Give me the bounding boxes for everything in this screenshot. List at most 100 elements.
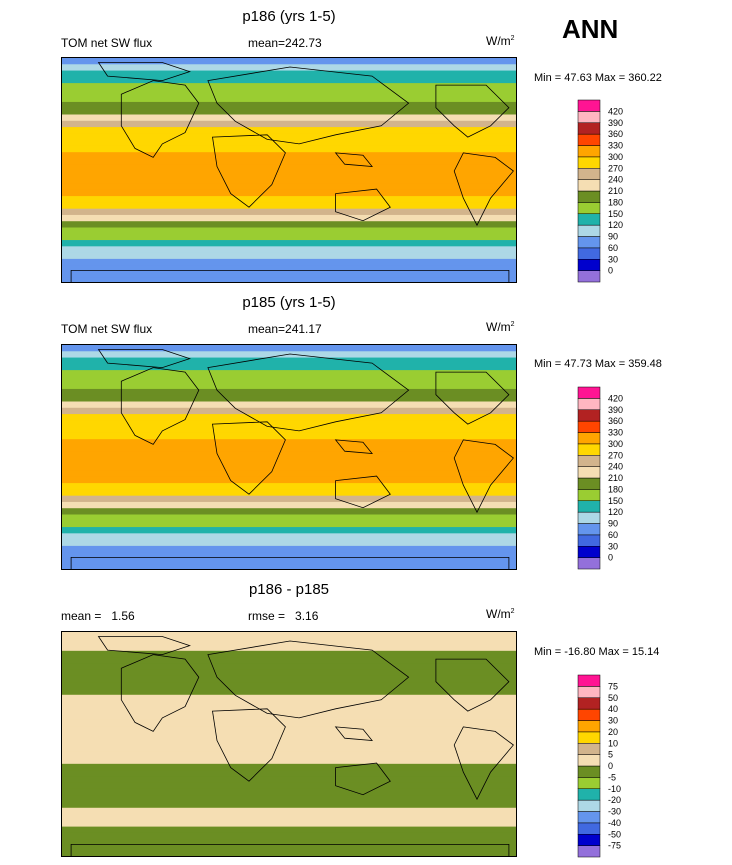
panel1-zonal-band <box>62 171 516 178</box>
panel3-max-value: 15.14 <box>631 646 660 658</box>
panel1-zonal-band <box>62 145 516 153</box>
panel2-colorbar-box <box>577 523 601 536</box>
panel1-zonal-band <box>62 227 516 235</box>
panel3-zonal-band <box>62 814 516 821</box>
panel3-zonal-band <box>62 638 516 646</box>
panel3-colorbar-label: -20 <box>608 795 621 805</box>
panel2-zonal-band <box>62 351 516 359</box>
panel3-zonal-band <box>62 851 516 856</box>
panel3-colorbar-box <box>577 686 601 699</box>
panel2-zonal-band <box>62 545 516 553</box>
panel2-coastline-2 <box>207 353 410 432</box>
panel2-units-base: W/m <box>486 320 511 334</box>
panel3-zonal-band <box>62 650 516 658</box>
panel3-colorbar-box <box>577 811 601 824</box>
panel1-zonal-band <box>62 127 516 134</box>
panel3-coastline-3 <box>212 708 286 782</box>
panel1-colorbar-box <box>577 156 601 169</box>
panel1-colorbar-box <box>577 99 601 112</box>
panel2-colorbar-box <box>577 398 601 411</box>
panel1-min-label: Min = <box>534 72 562 84</box>
panel1-zonal-band <box>62 164 516 172</box>
panel3-minmax: Min = -16.80 Max = 15.14 <box>534 646 659 658</box>
panel1-title: p186 (yrs 1-5) <box>242 8 336 25</box>
panel2-colorbar-label: 360 <box>608 416 623 426</box>
panel2-colorbar-label: 30 <box>608 541 618 551</box>
panel3-coastline-1 <box>97 636 191 656</box>
panel3-coastline-5 <box>435 658 510 712</box>
panel1-colorbar-label: 30 <box>608 254 618 264</box>
panel3-coastline-6 <box>453 726 514 801</box>
panel1-colorbar-label: 390 <box>608 118 623 128</box>
panel2-zonal-band <box>62 564 516 569</box>
panel1-colorbar-box <box>577 202 601 215</box>
panel1-coastline-5 <box>435 84 510 138</box>
panel3-coastline-7 <box>334 726 373 741</box>
panel1-zonal-band <box>62 95 516 103</box>
panel2-zonal-band <box>62 476 516 484</box>
panel2-colorbar-label: 90 <box>608 519 618 529</box>
panel1-colorbar-label: 210 <box>608 186 623 196</box>
panel1-zonal-band <box>62 271 516 279</box>
panel2-colorbar-box <box>577 500 601 513</box>
panel2-coastline-1 <box>97 349 191 369</box>
panel3-min-value: -16.80 <box>564 646 596 658</box>
panel2-mean: mean=241.17 <box>248 322 322 336</box>
panel3-colorbar-label: 75 <box>608 681 618 691</box>
panel3-title: p186 - p185 <box>248 581 330 598</box>
panel1-max-value: 360.22 <box>628 72 662 84</box>
panel2-mean-value: 241.17 <box>285 322 322 336</box>
panel1-units-base: W/m <box>486 34 511 48</box>
panel3-coastline-4 <box>335 762 391 796</box>
panel1-zonal-band <box>62 114 516 122</box>
panel2-zonal-band <box>62 395 516 402</box>
panel2-zonal-band <box>62 426 516 434</box>
panel1-zonal-band <box>62 189 516 197</box>
panel2-colorbar-box <box>577 489 601 502</box>
panel2-colorbar-box <box>577 477 601 490</box>
panel3-colorbar-label: 10 <box>608 738 618 748</box>
panel2-coastline-8 <box>70 556 510 569</box>
panel2-zonal-band <box>62 363 516 371</box>
panel3-map-svg <box>62 632 516 856</box>
panel2-colorbar-box <box>577 443 601 456</box>
panel3-zonal-band <box>62 820 516 828</box>
panel1-units-exp: 2 <box>510 35 515 42</box>
panel1-zonal-band <box>62 58 516 65</box>
panel3-colorbar-label: 0 <box>608 761 613 771</box>
panel2-zonal-band <box>62 552 516 559</box>
panel2-zonal-band <box>62 470 516 478</box>
panel2-colorbar-label: 210 <box>608 473 623 483</box>
panel1-colorbar-label: 180 <box>608 197 623 207</box>
panel1-zonal-band <box>62 64 516 72</box>
panel3-colorbar-label: 5 <box>608 750 613 760</box>
panel2-map-svg <box>62 345 516 569</box>
panel3-zonal-band <box>62 826 516 834</box>
panel3-coastline-2 <box>207 640 410 719</box>
panel3-zonal-band <box>62 657 516 664</box>
panel1-zonal-band <box>62 183 516 191</box>
panel3-zonal-band <box>62 726 516 733</box>
panel2-coastline-0 <box>120 367 200 445</box>
panel1-colorbar-box <box>577 190 601 203</box>
panel3-coastline-8 <box>70 843 510 856</box>
panel1-zonal-band <box>62 133 516 141</box>
panel2-title: p185 (yrs 1-5) <box>242 294 336 311</box>
panel2-zonal-band <box>62 388 516 396</box>
panel3-zonal-band <box>62 751 516 759</box>
panel3-max-label: Max = <box>598 646 629 658</box>
panel1-coastline-3 <box>212 134 286 208</box>
panel3-colorbar-label: -30 <box>608 807 621 817</box>
panel2-colorbar-box <box>577 455 601 467</box>
panel3-colorbar-box <box>577 845 601 858</box>
panel3-colorbar-box <box>577 777 601 790</box>
panel1-colorbar: 0 30 60 90 120 150 180 210 240 270 300 330 360 390 420 <box>577 99 623 283</box>
panel1-zonal-band <box>62 196 516 203</box>
panel3-zonal-band <box>62 644 516 652</box>
panel2-colorbar-label: 60 <box>608 530 618 540</box>
panel2-colorbar-label: 330 <box>608 428 623 438</box>
panel2-min-value: 47.73 <box>564 358 592 370</box>
